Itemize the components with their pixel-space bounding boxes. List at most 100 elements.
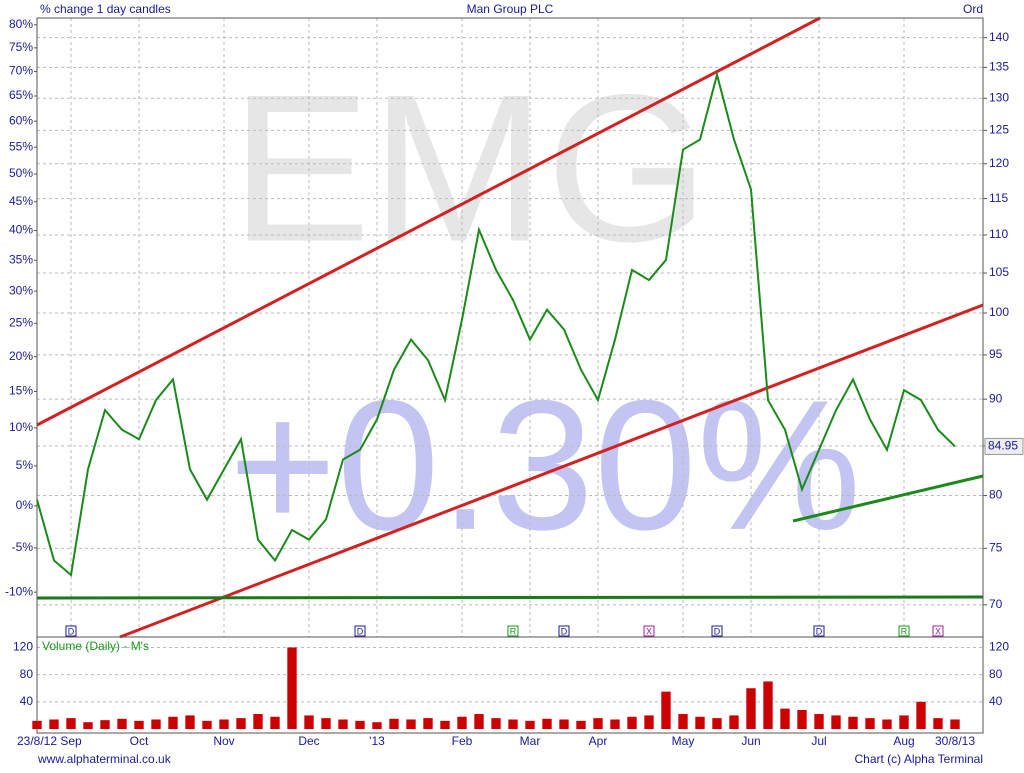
footer-left: www.alphaterminal.co.uk xyxy=(37,752,172,766)
y-tick-label: 115 xyxy=(989,191,1008,205)
y-tick-label: 110 xyxy=(989,227,1008,241)
event-label: D xyxy=(68,626,75,636)
volume-bar xyxy=(627,716,637,729)
volume-bar xyxy=(355,720,365,729)
volume-bar xyxy=(202,720,212,729)
x-tick-label: Oct xyxy=(130,734,149,748)
event-label: D xyxy=(714,626,721,636)
volume-bar xyxy=(423,718,433,729)
y2-tick-label: 75% xyxy=(9,40,33,54)
event-box xyxy=(711,625,723,637)
volume-tick-label: 120 xyxy=(989,640,1009,654)
volume-bar xyxy=(406,719,416,729)
watermark: EMG xyxy=(231,50,709,285)
volume-bar xyxy=(389,718,399,729)
volume-bar xyxy=(304,715,314,729)
y-tick-label: 100 xyxy=(989,305,1009,319)
volume-bar xyxy=(848,716,858,729)
y-tick-label: 125 xyxy=(989,123,1009,137)
volume-frame xyxy=(36,636,984,734)
volume-bar xyxy=(83,722,93,729)
y-tick-label: 135 xyxy=(989,60,1009,74)
event-label: D xyxy=(816,626,823,636)
volume-bar xyxy=(372,722,382,729)
volume-bar xyxy=(831,715,841,729)
volume-tick-label: 120 xyxy=(13,640,33,654)
trend-lines xyxy=(36,16,984,639)
y2-tick-label: 30% xyxy=(9,283,33,297)
y2-tick-label: 25% xyxy=(9,315,33,329)
volume-bar xyxy=(559,719,569,729)
x-tick-label: Jun xyxy=(741,734,760,748)
subtitle: % change 1 day candles xyxy=(40,2,171,16)
volume-bar xyxy=(950,719,960,729)
y-tick-label: 130 xyxy=(989,90,1009,104)
x-tick-label: Aug xyxy=(893,734,914,748)
volume-tick-label: 80 xyxy=(20,667,34,681)
x-tick-label: Sep xyxy=(60,734,82,748)
y-tick-label: 90 xyxy=(989,391,1003,405)
event-box xyxy=(65,625,77,637)
event-label: R xyxy=(510,626,517,636)
volume-bar xyxy=(457,716,467,729)
y2-tick-label: 65% xyxy=(9,88,33,102)
y-tick-label: 75 xyxy=(989,541,1003,555)
volume-bar xyxy=(134,720,144,729)
y-tick-label: 105 xyxy=(989,265,1009,279)
y-tick-label: 140 xyxy=(989,30,1009,44)
y-tick-label: 80 xyxy=(989,488,1003,502)
volume-bar xyxy=(661,691,671,729)
volume-bar xyxy=(763,681,773,729)
y2-tick-label: 35% xyxy=(9,252,33,266)
volume-bar xyxy=(644,715,654,729)
y-tick-label: 95 xyxy=(989,347,1003,361)
instrument: Ord xyxy=(963,2,983,16)
volume-bar xyxy=(287,647,297,729)
y-tick-label: 120 xyxy=(989,156,1009,170)
x-tick-label: Feb xyxy=(452,734,473,748)
event-box xyxy=(354,625,366,637)
x-tick-label: Apr xyxy=(589,734,608,748)
volume-bar xyxy=(32,720,42,729)
volume-bar xyxy=(100,720,110,729)
event-box xyxy=(813,625,825,637)
chart-title: Man Group PLC xyxy=(467,2,554,16)
volume-bar xyxy=(151,719,161,729)
event-box xyxy=(558,625,570,637)
event-label: D xyxy=(561,626,568,636)
volume-bar xyxy=(695,716,705,729)
event-label: X xyxy=(935,626,941,636)
volume-bar xyxy=(338,719,348,729)
volume-bar xyxy=(865,718,875,729)
y2-tick-label: 55% xyxy=(9,139,33,153)
trend-line xyxy=(119,303,984,639)
x-tick-label: May xyxy=(672,734,695,748)
y2-tick-label: 15% xyxy=(9,384,33,398)
y2-tick-label: 60% xyxy=(9,113,33,127)
y2-tick-label: 50% xyxy=(9,166,33,180)
event-box xyxy=(643,625,655,637)
y2-tick-label: -10% xyxy=(5,584,33,598)
volume-bar xyxy=(321,718,331,729)
x-tick-label: 23/8/12 xyxy=(17,734,57,748)
last-price-label: 84.95 xyxy=(988,439,1018,453)
volume-bar xyxy=(746,688,756,729)
event-label: X xyxy=(646,626,652,636)
volume-bar xyxy=(508,719,518,729)
footer-right: Chart (c) Alpha Terminal xyxy=(855,752,984,766)
volume-bar xyxy=(882,719,892,729)
volume-tick-label: 40 xyxy=(989,694,1003,708)
volume-bar xyxy=(66,718,76,729)
x-tick-label: '13 xyxy=(369,734,385,748)
volume-bar xyxy=(814,714,824,729)
y2-tick-label: 0% xyxy=(16,498,34,512)
event-box xyxy=(932,625,944,637)
volume-bar xyxy=(678,714,688,729)
volume-bar xyxy=(49,719,59,729)
volume-tick-label: 80 xyxy=(989,667,1003,681)
volume-bar xyxy=(168,716,178,729)
x-tick-label: Nov xyxy=(213,734,234,748)
price-line xyxy=(36,70,956,577)
